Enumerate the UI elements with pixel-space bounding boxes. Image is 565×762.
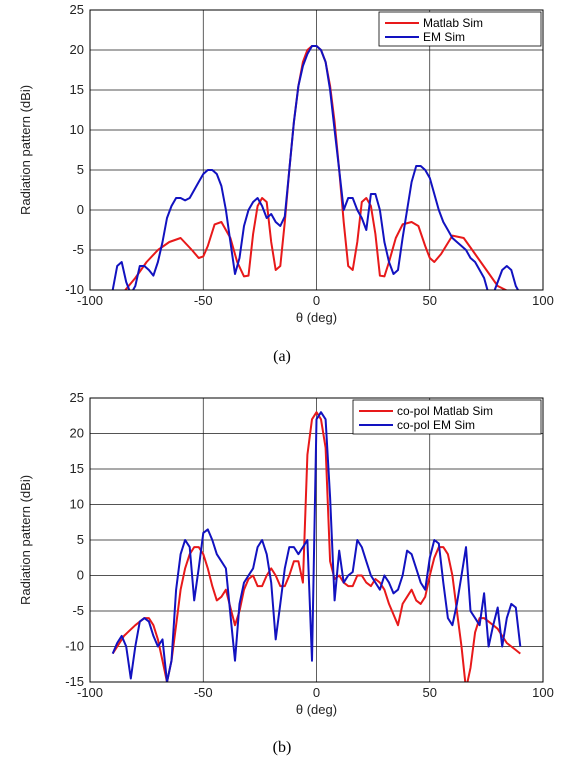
x-axis-label: θ (deg): [296, 702, 337, 717]
y-tick-label: 10: [70, 122, 84, 137]
legend-label: EM Sim: [423, 30, 465, 44]
x-tick-label: 50: [423, 293, 437, 308]
legend-label: co-pol EM Sim: [397, 418, 475, 432]
y-tick-label: 20: [70, 426, 84, 441]
y-tick-label: -5: [72, 603, 84, 618]
legend-box: [378, 11, 542, 47]
series-line-em-sim: [111, 411, 522, 682]
y-tick-label: -15: [65, 674, 84, 689]
x-tick-label: 100: [532, 293, 554, 308]
x-axis-label: θ (deg): [296, 310, 337, 325]
y-tick-label: 25: [70, 390, 84, 405]
y-tick-label: 0: [77, 202, 84, 217]
x-tick-label: -100: [77, 685, 103, 700]
caption-b: (b): [273, 739, 292, 756]
y-tick-label: 25: [70, 2, 84, 17]
y-tick-label: 5: [77, 162, 84, 177]
y-tick-label: 15: [70, 461, 84, 476]
legend-label: Matlab Sim: [423, 16, 483, 30]
axes-frame: [89, 397, 544, 683]
y-axis-label: Radiation pattern (dBi): [18, 85, 33, 215]
x-tick-label: 100: [532, 685, 554, 700]
x-tick-label: -50: [194, 685, 213, 700]
y-tick-label: 0: [77, 568, 84, 583]
y-tick-label: -5: [72, 242, 84, 257]
series-line-em-sim: [111, 45, 520, 290]
x-tick-label: 0: [313, 685, 320, 700]
axes-frame: [89, 9, 544, 291]
series-line-matlab-sim: [111, 411, 521, 682]
y-axis-label: Radiation pattern (dBi): [18, 475, 33, 605]
x-tick-label: -50: [194, 293, 213, 308]
y-tick-label: -10: [65, 639, 84, 654]
y-tick-label: 5: [77, 532, 84, 547]
caption-a: (a): [273, 348, 291, 365]
y-tick-label: 20: [70, 42, 84, 57]
y-tick-label: 10: [70, 497, 84, 512]
x-tick-label: -100: [77, 293, 103, 308]
x-tick-label: 50: [423, 685, 437, 700]
y-tick-label: -10: [65, 282, 84, 297]
legend-box: [352, 399, 542, 435]
y-tick-label: 15: [70, 82, 84, 97]
legend-label: co-pol Matlab Sim: [397, 404, 493, 418]
x-tick-label: 0: [313, 293, 320, 308]
